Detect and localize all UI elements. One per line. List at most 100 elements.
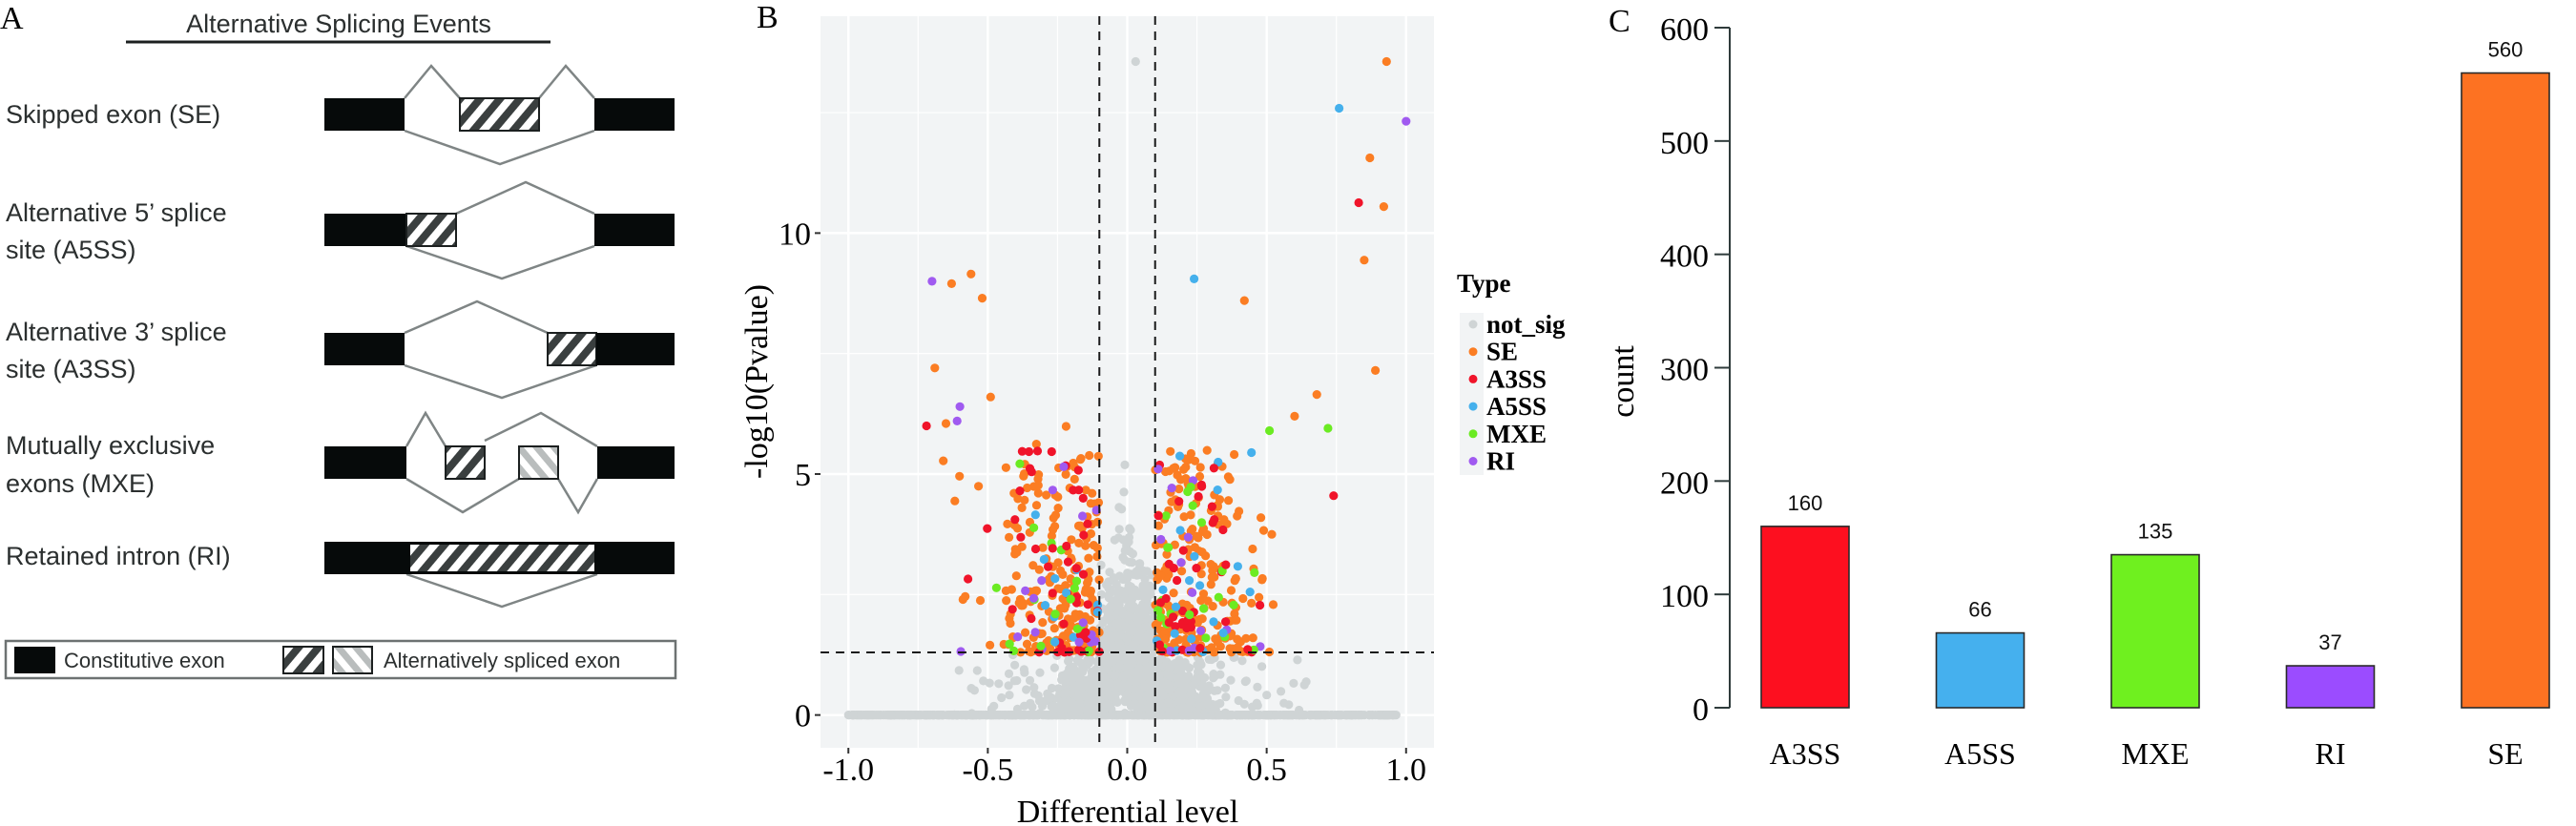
point-not-sig [1107,711,1116,720]
point-not-sig [1120,460,1130,469]
point-ri [952,416,962,425]
point-not-sig [1181,711,1192,720]
point-not-sig [1213,686,1222,695]
legend-item-se[interactable]: SE [1468,338,1519,366]
legend-item-a3ss[interactable]: A3SS [1468,364,1548,393]
point-se [950,496,960,506]
point-not-sig [871,711,881,720]
bar-group-mxe: 135 MXE [2110,520,2200,771]
bar-se [2461,72,2550,709]
bar-a5ss [1935,631,2025,709]
point-a3ss [1164,559,1174,569]
legend-item-ri[interactable]: RI [1468,447,1516,476]
point-mxe [1199,604,1209,613]
bar-group-se: 560 SE [2461,38,2550,771]
point-not-sig [1289,678,1298,689]
point-se [1177,567,1187,576]
point-not-sig [1144,711,1153,720]
point-a5ss [1175,451,1185,461]
point-not-sig [1215,698,1225,709]
point-not-sig [1209,673,1218,683]
point-not-sig [1234,695,1243,706]
point-not-sig [1118,671,1128,681]
point-not-sig [1293,655,1302,665]
legend-label: A5SS [1486,392,1547,421]
point-se [1188,525,1197,534]
point-a3ss [922,421,931,431]
splice-line [405,572,598,609]
point-not-sig [1240,677,1250,687]
point-se [1257,575,1267,585]
point-not-sig [979,676,988,686]
point-not-sig [1004,669,1014,679]
point-se [1053,492,1063,502]
alternative-exon [459,97,540,132]
point-se [1093,451,1103,461]
retained-intron [410,545,594,571]
point-not-sig [1134,711,1144,720]
point-not-sig [1145,671,1154,681]
point-a5ss [1218,628,1228,638]
point-mxe [1070,584,1079,593]
point-not-sig [1132,612,1141,623]
point-not-sig [1279,698,1289,708]
point-not-sig [1189,680,1198,691]
point-not-sig [1043,689,1052,699]
point-a3ss [1078,569,1089,579]
diagram-a5ss [324,180,675,280]
point-not-sig [1124,537,1133,547]
legend-item-a5ss[interactable]: A5SS [1468,392,1548,421]
point-a3ss [1354,197,1363,208]
point-se [1086,499,1095,508]
point-se [1061,469,1070,479]
point-not-sig [1287,711,1297,720]
point-not-sig [1111,580,1121,589]
x-tick-label: 0.0 [1107,753,1148,788]
point-se [1084,553,1093,563]
point-a3ss [1186,623,1195,632]
point-se [1233,643,1242,652]
legend-label: SE [1486,338,1518,366]
bar-a3ss [1760,526,1850,709]
legend-label-alternative: Alternatively spliced exon [384,649,620,672]
point-se [1239,296,1249,305]
point-a5ss [1062,588,1071,598]
point-a3ss [1008,605,1017,614]
point-se [1056,566,1066,576]
point-a3ss [1059,619,1069,629]
point-se [1005,532,1014,543]
point-mxe [1071,576,1082,586]
legend-dot [1468,457,1478,465]
point-mxe [1084,646,1093,655]
point-mxe [1196,518,1207,527]
point-se [1011,571,1021,581]
point-mxe [1005,639,1014,649]
point-not-sig [1126,582,1136,591]
point-se [966,269,976,279]
point-se [1268,600,1278,609]
point-not-sig [972,666,982,675]
legend-item-mxe[interactable]: MXE [1468,420,1548,448]
point-se [1034,470,1044,480]
point-ri [1183,532,1193,542]
alternative-exon [405,213,457,247]
point-ri [1188,588,1197,598]
point-se [1197,614,1207,624]
point-a3ss [1195,643,1205,653]
category-label: A3SS [1770,736,1841,771]
point-not-sig [1102,687,1111,696]
point-se [1257,513,1266,523]
point-not-sig [1381,711,1391,720]
point-not-sig [1110,535,1119,545]
point-a3ss [1329,491,1339,501]
point-se [1033,488,1043,498]
point-not-sig [920,711,929,720]
panel-label-b: B [757,0,779,35]
point-se [1031,501,1042,510]
legend-item-not-sig[interactable]: not_sig [1468,310,1567,339]
point-not-sig [1124,611,1134,621]
point-se [1061,422,1070,431]
bar-value-label: 560 [2488,38,2524,62]
point-not-sig [1135,702,1145,712]
point-se [1241,633,1251,643]
